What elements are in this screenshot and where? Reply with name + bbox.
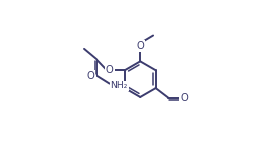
- Text: O: O: [87, 71, 94, 81]
- Text: NH₂: NH₂: [111, 81, 128, 90]
- Text: O: O: [180, 93, 188, 103]
- Text: O: O: [106, 65, 114, 75]
- Text: O: O: [136, 41, 144, 51]
